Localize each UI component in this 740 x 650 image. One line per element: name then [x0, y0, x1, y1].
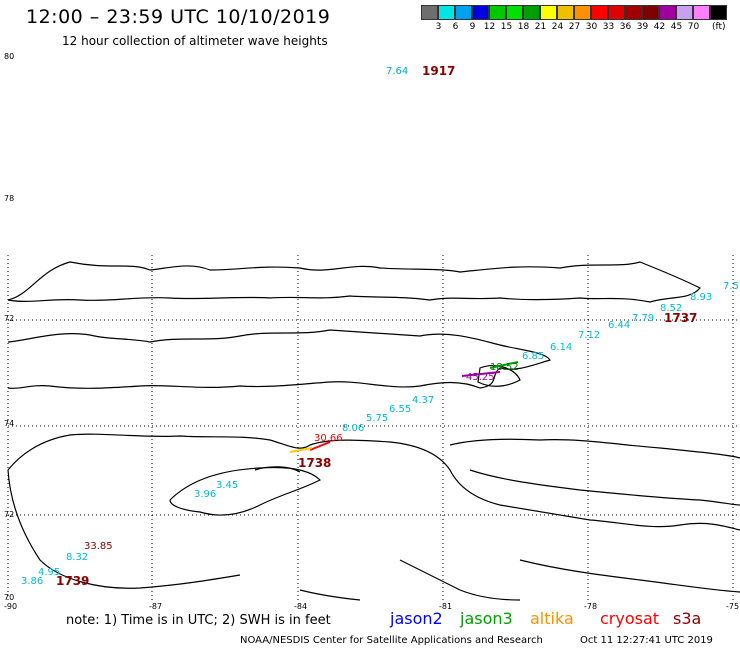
graticule [7, 255, 740, 600]
wave-value: 18.52 [490, 362, 519, 373]
colorbar-unit: (ft) [712, 22, 726, 32]
colorbar-label: 6 [452, 22, 459, 32]
wave-value: 8.93 [690, 292, 713, 303]
legend-jason3: jason3 [460, 609, 513, 628]
wave-value: 3.96 [194, 489, 217, 500]
page-subtitle: 12 hour collection of altimeter wave hei… [62, 34, 328, 48]
lon-label-78: -78 [584, 602, 598, 611]
lat-label-80: 80 [4, 52, 15, 61]
colorbar-label: 30 [585, 22, 598, 32]
footer-timestamp: Oct 11 12:27:41 UTC 2019 [580, 635, 713, 646]
wave-value: 6.14 [550, 342, 573, 353]
colorbar-swatch [540, 5, 557, 20]
legend-altika: altika [530, 609, 574, 628]
lon-label-75: -75 [726, 602, 740, 611]
lat-label-70: 70 [4, 593, 15, 602]
lon-label-87: -87 [149, 602, 163, 611]
wave-value: 8.52 [660, 303, 683, 314]
wave-value: 4.95 [38, 567, 61, 578]
wave-value: 7.12 [578, 330, 601, 341]
wave-value: 6.44 [608, 320, 631, 331]
colorbar-label: 45 [670, 22, 683, 32]
footnote: note: 1) Time is in UTC; 2) SWH is in fe… [66, 613, 331, 628]
colorbar-swatch [455, 5, 472, 20]
colorbar-swatch [574, 5, 591, 20]
colorbar-label: 9 [469, 22, 476, 32]
colorbar-swatch [591, 5, 608, 20]
altimeter-tracks [289, 361, 519, 453]
colorbar-label: 42 [653, 22, 666, 32]
colorbar-label: 33 [602, 22, 615, 32]
colorbar-label: 70 [687, 22, 700, 32]
colorbar-label: 39 [636, 22, 649, 32]
colorbar-swatch [642, 5, 659, 20]
colorbar-swatch [523, 5, 540, 20]
colorbar-swatch [489, 5, 506, 20]
pass-time-label: 1917 [422, 64, 456, 78]
wave-value: 3.86 [21, 576, 44, 587]
colorbar-swatch [659, 5, 676, 20]
colorbar-swatch [438, 5, 455, 20]
colorbar-label: 12 [483, 22, 496, 32]
wave-value: 6.85 [522, 351, 545, 362]
footer-org: NOAA/NESDIS Center for Satellite Applica… [240, 635, 543, 646]
colorbar-swatch [710, 5, 727, 20]
colorbar-label: 24 [551, 22, 564, 32]
colorbar-swatch [557, 5, 574, 20]
pass-time-label: 1738 [298, 456, 332, 470]
lat-label-76: 72 [4, 314, 15, 323]
lon-label-84: -84 [294, 602, 308, 611]
page-title: 12:00 – 23:59 UTC 10/10/2019 [26, 6, 331, 28]
wave-value: 6.55 [389, 404, 412, 415]
wave-value: 5.75 [366, 413, 389, 424]
lon-label-81: -81 [439, 602, 453, 611]
lat-label-74: 74 [4, 419, 15, 428]
colorbar-swatch [421, 5, 438, 20]
lat-label-78: 78 [4, 194, 15, 203]
colorbar-swatch [608, 5, 625, 20]
colorbar-label: 18 [517, 22, 530, 32]
colorbar [421, 5, 727, 20]
colorbar-swatch [625, 5, 642, 20]
colorbar-label: 3 [435, 22, 442, 32]
wave-value: 45.25 [466, 372, 495, 383]
colorbar-swatch [506, 5, 523, 20]
colorbar-swatch [693, 5, 710, 20]
legend-s3a: s3a [673, 609, 702, 628]
colorbar-label: 21 [534, 22, 547, 32]
pass-time-label: 1739 [56, 574, 90, 588]
lat-label-72: 72 [4, 510, 15, 519]
wave-value: 7.64 [386, 66, 409, 77]
wave-value: 8.32 [66, 552, 89, 563]
wave-value: 8.06 [342, 423, 365, 434]
colorbar-swatch [676, 5, 693, 20]
wave-value: 7.79 [632, 313, 655, 324]
pass-time-label: 1737 [664, 311, 698, 325]
legend-cryosat: cryosat [600, 609, 660, 628]
colorbar-label: 36 [619, 22, 632, 32]
wave-value: 7.5 [723, 281, 739, 292]
wave-value: 4.37 [412, 395, 435, 406]
wave-value: 33.85 [84, 541, 113, 552]
legend-jason2: jason2 [390, 609, 443, 628]
coastlines [7, 261, 740, 601]
lon-label-90: -90 [4, 602, 18, 611]
colorbar-label: 27 [568, 22, 581, 32]
colorbar-swatch [472, 5, 489, 20]
colorbar-label: 15 [500, 22, 513, 32]
wave-value: 30.66 [314, 433, 343, 444]
wave-value: 3.45 [216, 480, 239, 491]
